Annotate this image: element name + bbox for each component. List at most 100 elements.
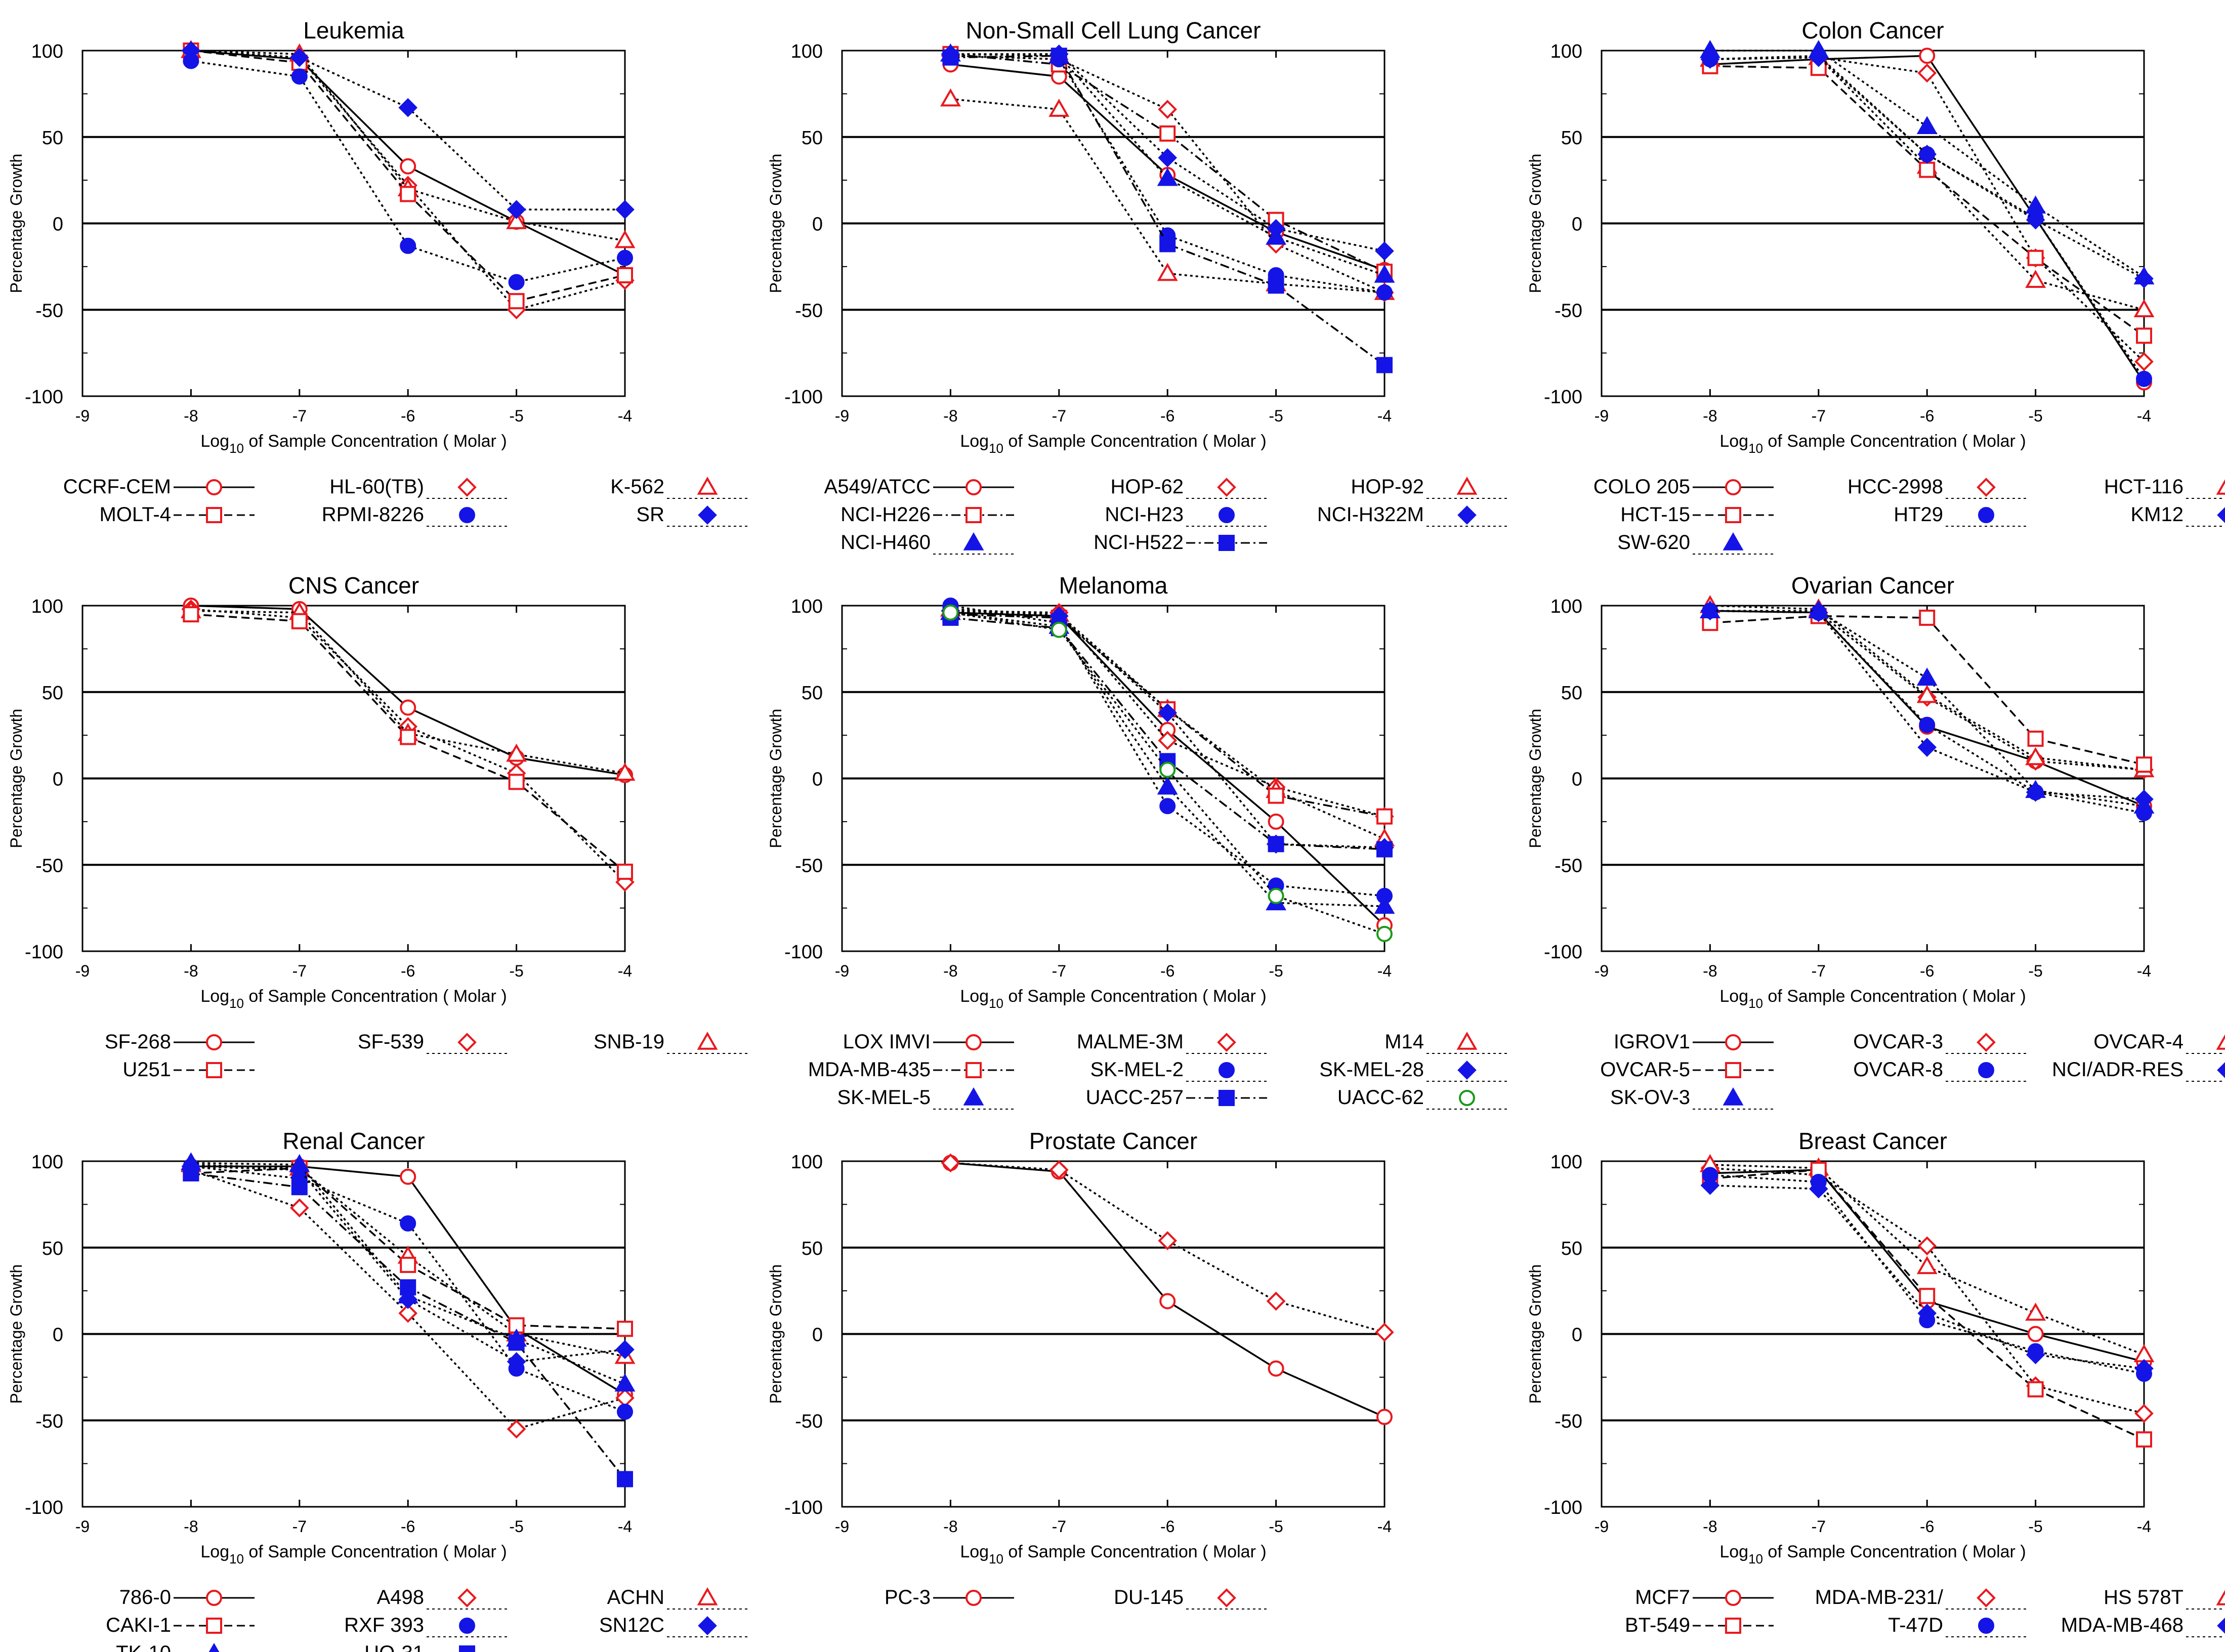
data-point	[1158, 100, 1178, 119]
data-point	[1917, 63, 1937, 83]
legend-label: MDA-MB-468	[2061, 1614, 2184, 1636]
legend-marker	[2217, 1618, 2225, 1634]
legend-label: RPMI-8226	[322, 503, 424, 526]
series-line	[191, 50, 625, 242]
y-tick-label: 100	[1550, 596, 1582, 617]
data-point	[506, 211, 527, 229]
legend-label: U251	[122, 1058, 171, 1081]
x-tick-label: -8	[1703, 407, 1717, 425]
legend-label: SK-MEL-5	[837, 1086, 931, 1109]
x-tick-label: -9	[75, 407, 90, 425]
data-point	[1699, 39, 1720, 58]
data-point	[400, 1168, 416, 1185]
legend-marker	[963, 532, 984, 550]
data-point	[2027, 730, 2044, 747]
data-point	[2025, 1302, 2046, 1321]
y-tick-label: 0	[1572, 214, 1582, 235]
series-line	[1710, 65, 2145, 336]
x-tick-label: -7	[1052, 407, 1066, 425]
series-sf-539	[181, 600, 635, 892]
data-point	[1919, 609, 1936, 626]
legend-label: A498	[377, 1586, 424, 1608]
y-tick-label: -50	[795, 300, 823, 321]
y-tick-label: 0	[53, 1325, 63, 1346]
data-point	[614, 1373, 636, 1392]
legend-marker	[1456, 1031, 1478, 1050]
data-point	[1159, 236, 1176, 252]
y-axis-label: Percentage Growth	[1526, 154, 1544, 293]
data-point	[1268, 277, 1284, 294]
data-point	[614, 763, 636, 781]
data-point	[508, 1334, 525, 1351]
legend-marker	[697, 1587, 718, 1605]
series-t-47d	[1702, 1167, 2152, 1382]
y-tick-label: -50	[1555, 300, 1582, 321]
x-tick-label: -6	[1160, 1517, 1174, 1536]
data-point	[1266, 1291, 1286, 1311]
x-tick-label: -9	[75, 1517, 90, 1536]
legend-label: MOLT-4	[99, 503, 171, 526]
legend-marker	[206, 1590, 222, 1606]
legend-label: LOX IMVI	[843, 1031, 931, 1053]
chart-title: Prostate Cancer	[1029, 1128, 1197, 1154]
y-tick-label: -100	[784, 942, 823, 963]
legend-marker	[459, 1645, 475, 1652]
data-point	[1917, 1303, 1937, 1323]
legend-marker	[459, 1618, 475, 1634]
data-point	[1158, 1231, 1178, 1250]
y-tick-label: 50	[802, 1238, 823, 1259]
series-colo-205	[1702, 48, 2152, 391]
legend-marker	[1977, 1033, 1996, 1052]
data-point	[2134, 1359, 2154, 1378]
x-tick-label: -9	[835, 407, 849, 425]
legend-marker	[1456, 476, 1478, 495]
x-tick-label: -6	[1920, 1517, 1934, 1536]
series-line	[191, 1164, 625, 1358]
legend-marker	[1723, 532, 1744, 550]
data-point	[400, 729, 416, 745]
data-point	[1916, 667, 1938, 686]
x-axis-label: Log10 of Sample Concentration ( Molar )	[960, 1542, 1266, 1566]
panel-leukemia: Leukemia -100 -50 0 50 100 -9 -8 -7 -6 -5 -4 Log10 o…	[7, 17, 748, 527]
x-tick-label: -6	[1920, 962, 1934, 980]
legend-marker	[1725, 479, 1741, 495]
panel-renal-cancer: Renal Cancer -100 -50 0 50 100 -9 -8 -7 -6 -5 -4 Log…	[7, 1128, 748, 1652]
x-tick-label: -4	[618, 962, 632, 980]
x-tick-label: -8	[943, 1517, 957, 1536]
y-tick-label: 100	[791, 41, 823, 62]
legend-marker	[2216, 1034, 2225, 1050]
series-u251	[183, 606, 633, 880]
panel-prostate-cancer: Prostate Cancer -100 -50 0 50 100 -9 -8 -7 -6 -5 -4…	[767, 1128, 1394, 1609]
series-line	[1710, 55, 2145, 379]
legend-marker	[1978, 1618, 1994, 1634]
series-line	[191, 608, 626, 883]
legend-label: SN12C	[599, 1614, 664, 1636]
y-tick-label: -50	[795, 855, 823, 876]
legend-marker	[1977, 1588, 1996, 1607]
legend-label: ACHN	[607, 1586, 664, 1608]
series-line	[950, 98, 1385, 293]
data-point	[615, 200, 635, 220]
legend-label: SK-OV-3	[1610, 1086, 1690, 1109]
x-tick-label: -4	[1377, 962, 1392, 980]
legend-label: HOP-92	[1351, 476, 1424, 498]
series-sk-mel-2	[942, 598, 1393, 904]
legend-marker	[965, 479, 982, 495]
y-tick-label: 50	[42, 1238, 63, 1259]
series-line	[950, 610, 1385, 849]
series-line	[1710, 610, 2145, 800]
data-point	[289, 1198, 309, 1218]
data-point	[2026, 1345, 2045, 1365]
series-line	[950, 55, 1385, 293]
legend-label: UO-31	[364, 1642, 424, 1652]
y-tick-label: 100	[791, 1152, 823, 1173]
data-point	[2133, 266, 2155, 285]
data-point	[1810, 1162, 1827, 1178]
data-point	[2025, 270, 2046, 288]
legend-marker	[965, 507, 982, 523]
legend-label: SW-620	[1617, 531, 1690, 554]
x-tick-label: -4	[618, 1517, 632, 1536]
legend-label: KM12	[2131, 503, 2184, 526]
legend-marker	[457, 1588, 477, 1607]
y-axis-label: Percentage Growth	[7, 1264, 25, 1404]
